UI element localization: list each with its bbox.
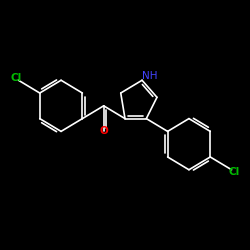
Text: NH: NH <box>142 71 157 81</box>
Text: O: O <box>99 126 108 136</box>
Text: Cl: Cl <box>11 73 22 83</box>
Text: Cl: Cl <box>228 167 239 177</box>
